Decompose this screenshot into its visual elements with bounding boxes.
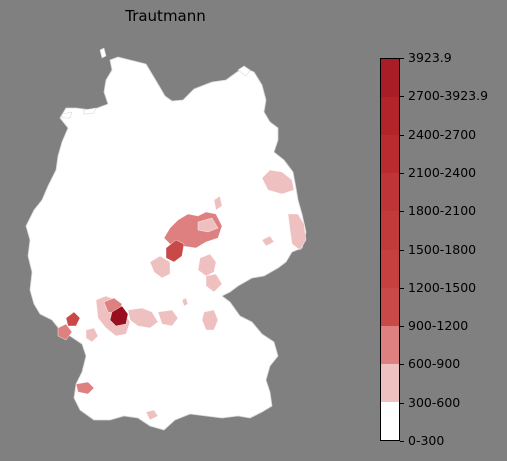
colorbar-segment <box>381 325 399 364</box>
colorbar <box>380 58 400 441</box>
district-region <box>213 195 223 211</box>
tick-label: 1800-2100 <box>408 203 477 219</box>
colorbar-ticks: 0-300 300-600 600-900 900-1200 1200-1500 1500… <box>400 50 507 448</box>
tick-label: 2400-2700 <box>408 126 477 142</box>
tick-mark <box>400 402 404 404</box>
island <box>61 111 73 119</box>
district-region <box>109 305 129 327</box>
tick-mark <box>400 326 404 328</box>
tick-mark <box>400 364 404 366</box>
district-region <box>145 409 159 421</box>
colorbar-segment <box>381 173 399 212</box>
tick-mark <box>400 96 404 98</box>
colorbar-segment <box>381 59 399 98</box>
tick-label: 1500-1800 <box>408 241 477 257</box>
district-region <box>65 311 81 327</box>
district-region <box>127 307 159 329</box>
district-region <box>75 381 95 395</box>
tick-mark <box>400 134 404 136</box>
colorbar-segment <box>381 211 399 250</box>
colorbar-segment <box>381 249 399 288</box>
tick-label: 1200-1500 <box>408 279 477 295</box>
colorbar-segment <box>381 401 399 440</box>
colorbar-segment <box>381 363 399 402</box>
district-region <box>157 309 179 327</box>
colorbar-segment <box>381 97 399 136</box>
district-region <box>201 309 219 331</box>
district-region <box>261 235 275 247</box>
district-region <box>261 169 295 195</box>
district-region <box>287 213 307 251</box>
district-region <box>197 253 217 277</box>
tick-label: 2100-2400 <box>408 164 477 180</box>
district-region <box>85 327 99 343</box>
district-region <box>181 297 189 307</box>
district-region <box>205 273 223 293</box>
tick-mark <box>400 172 404 174</box>
tick-mark <box>400 211 404 213</box>
tick-label: 2700-3923.9 <box>408 88 489 104</box>
district-region <box>165 239 185 263</box>
island <box>237 65 251 77</box>
island <box>99 47 107 59</box>
district-region <box>197 217 219 233</box>
tick-label: 0-300 <box>408 433 445 448</box>
tick-mark <box>400 249 404 251</box>
colorbar-segment <box>381 287 399 326</box>
district-region <box>149 255 171 279</box>
tick-label: 3923.9 <box>408 50 452 65</box>
map-title: Trautmann <box>125 7 206 25</box>
tick-label: 600-900 <box>408 356 461 372</box>
tick-mark <box>400 441 404 442</box>
tick-mark <box>400 287 404 289</box>
colorbar-segment <box>381 135 399 174</box>
tick-label: 300-600 <box>408 394 461 410</box>
island <box>83 107 97 115</box>
district-region <box>57 323 73 341</box>
tick-mark <box>400 58 404 59</box>
tick-label: 900-1200 <box>408 318 469 334</box>
